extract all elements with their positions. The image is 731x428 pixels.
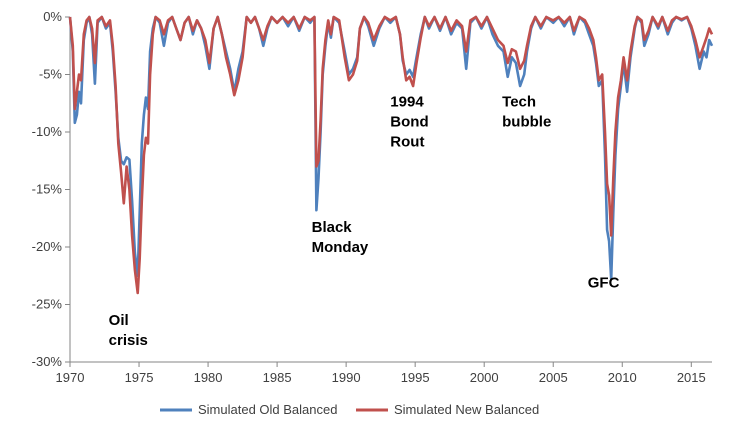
series-line-new-balanced [68,15,714,295]
annotation-line: Bond [390,114,428,131]
legend: Simulated Old Balanced Simulated New Bala… [160,402,539,417]
x-tick-label: 1970 [56,370,85,385]
annotation-line: Monday [312,239,369,256]
y-tick-label: 0% [43,9,62,24]
annotation: Tech bubble [502,94,551,131]
legend-label: Simulated New Balanced [394,402,539,417]
legend-label: Simulated Old Balanced [198,402,337,417]
series-lines [68,15,714,295]
annotation-line: bubble [502,114,551,131]
annotation-line: 1994 [390,94,424,111]
y-tick-label: -30% [32,354,63,369]
annotation-line: Oil [109,312,129,329]
annotation-line: Tech [502,94,536,111]
x-tick-label: 2005 [539,370,568,385]
x-tick-label: 1975 [125,370,154,385]
y-tick-label: -10% [32,124,63,139]
y-tick-label: -15% [32,182,63,197]
x-tick-label: 1980 [194,370,223,385]
x-tick-label: 2010 [608,370,637,385]
annotation-line: crisis [109,332,148,349]
x-tick-label: 1990 [332,370,361,385]
y-tick-label: -20% [32,239,63,254]
y-axis-ticks: 0% -5% -10% -15% -20% -25% -30% [32,9,70,369]
y-tick-label: -25% [32,297,63,312]
plot-area: 0%-5%-10%-15%-20%-25%-30% 1970 1975 1980 19… [32,9,714,385]
x-tick-label: 2015 [677,370,706,385]
annotations: Oil crisis Black Monday 1994 Bond Rout Tech bubb… [109,94,620,350]
x-tick-label: 1985 [263,370,292,385]
annotation: Black Monday [312,219,369,256]
annotation: 1994 Bond Rout [390,94,428,151]
x-axis-ticks: 1970 1975 1980 1985 1990 1995 2000 2005 2010 2015 [56,362,706,385]
y-tick-label: -5% [39,67,63,82]
annotation: GFC [588,274,620,291]
x-tick-label: 2000 [470,370,499,385]
annotation-line: Black [312,219,353,236]
annotation: Oil crisis [109,312,148,349]
annotation-line: Rout [390,134,424,151]
annotation-line: GFC [588,274,620,291]
x-tick-label: 1995 [401,370,430,385]
